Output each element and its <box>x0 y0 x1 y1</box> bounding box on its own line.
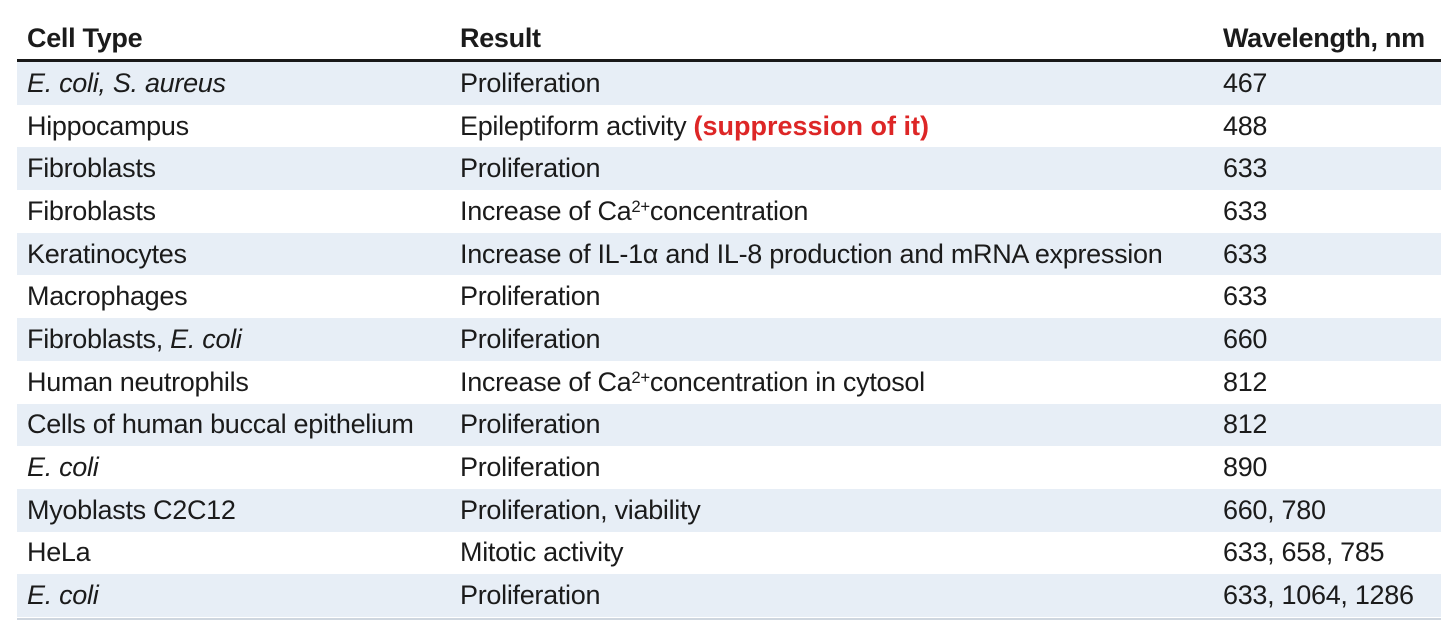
cell-type-cell: E. coli <box>27 580 99 611</box>
table-row: Human neutrophils Increase of Ca2+concent… <box>17 361 1441 404</box>
result-note-red: (suppression of it) <box>693 110 929 141</box>
result-cell: Proliferation <box>460 580 601 611</box>
cell-type-cell: Myoblasts C2C12 <box>27 494 236 525</box>
cell-type-cell: Fibroblasts <box>27 195 156 226</box>
cell-type-cell: Human neutrophils <box>27 366 249 397</box>
table-row: Fibroblasts Increase of Ca2+concentration… <box>17 190 1441 233</box>
wavelength-cell: 660, 780 <box>1223 494 1326 525</box>
table-row: Macrophages Proliferation 633 <box>17 275 1441 318</box>
result-cell: Increase of Ca2+concentration in cytosol <box>460 366 925 397</box>
wavelength-cell: 633 <box>1223 195 1268 226</box>
result-cell: Proliferation <box>460 452 601 483</box>
cell-type-cell: Fibroblasts <box>27 153 156 184</box>
result-cell: Proliferation <box>460 323 601 354</box>
wavelength-cell: 633 <box>1223 238 1268 269</box>
cell-type-cell: Cells of human buccal epithelium <box>27 409 414 440</box>
cell-type-cell: Keratinocytes <box>27 238 187 269</box>
wavelength-cell: 467 <box>1223 67 1268 98</box>
table-row: Keratinocytes Increase of IL-1α and IL-8 … <box>17 232 1441 276</box>
result-cell: Increase of IL-1α and IL-8 production an… <box>460 238 1163 269</box>
cell-type-cell: Hippocampus <box>27 110 189 141</box>
table-bottom-rule <box>17 617 1441 620</box>
table-row: Cells of human buccal epithelium Prolifer… <box>17 403 1441 447</box>
result-cell: Proliferation <box>460 281 601 312</box>
result-cell: Increase of Ca2+concentration <box>460 195 809 226</box>
cell-type-cell: E. coli, S. aureus <box>27 67 226 98</box>
table-row: E. coli Proliferation 633, 1064, 1286 <box>17 574 1441 617</box>
wavelength-cell: 633 <box>1223 153 1268 184</box>
result-cell: Mitotic activity <box>460 537 624 568</box>
table-row: E. coli Proliferation 890 <box>17 446 1441 489</box>
table-row: Fibroblasts, E. coli Proliferation 660 <box>17 318 1441 361</box>
result-cell: Proliferation <box>460 409 601 440</box>
wavelength-cell: 633, 1064, 1286 <box>1223 580 1414 611</box>
cell-type-cell: E. coli <box>27 452 99 483</box>
wavelength-cell: 812 <box>1223 366 1268 397</box>
cell-type-cell: Fibroblasts, E. coli <box>27 323 242 354</box>
wavelength-cell: 633, 658, 785 <box>1223 537 1385 568</box>
wavelength-cell: 812 <box>1223 409 1268 440</box>
result-cell: Proliferation, viability <box>460 494 701 525</box>
result-cell: Proliferation <box>460 67 601 98</box>
table-header-row: Cell Type Result Wavelength, nm <box>17 18 1441 62</box>
table-row: Fibroblasts Proliferation 633 <box>17 147 1441 191</box>
table-row: Hippocampus Epileptiform activity (suppre… <box>17 105 1441 148</box>
table-row: HeLa Mitotic activity 633, 658, 785 <box>17 532 1441 575</box>
table-row: Myoblasts C2C12 Proliferation, viability 6… <box>17 488 1441 532</box>
cell-type-wavelength-table: Cell Type Result Wavelength, nm E. coli,… <box>17 18 1441 620</box>
table-body: E. coli, S. aureus Proliferation 467 Hippoc… <box>17 62 1441 617</box>
wavelength-cell: 633 <box>1223 281 1268 312</box>
column-header-cell-type: Cell Type <box>27 23 143 53</box>
column-header-wavelength: Wavelength, nm <box>1223 23 1425 53</box>
cell-type-cell: HeLa <box>27 537 91 568</box>
wavelength-cell: 488 <box>1223 110 1268 141</box>
result-cell: Proliferation <box>460 153 601 184</box>
column-header-result: Result <box>460 23 541 53</box>
table-row: E. coli, S. aureus Proliferation 467 <box>17 62 1441 105</box>
wavelength-cell: 890 <box>1223 452 1268 483</box>
cell-type-cell: Macrophages <box>27 281 188 312</box>
result-cell: Epileptiform activity (suppression of it… <box>460 110 929 141</box>
wavelength-cell: 660 <box>1223 323 1268 354</box>
